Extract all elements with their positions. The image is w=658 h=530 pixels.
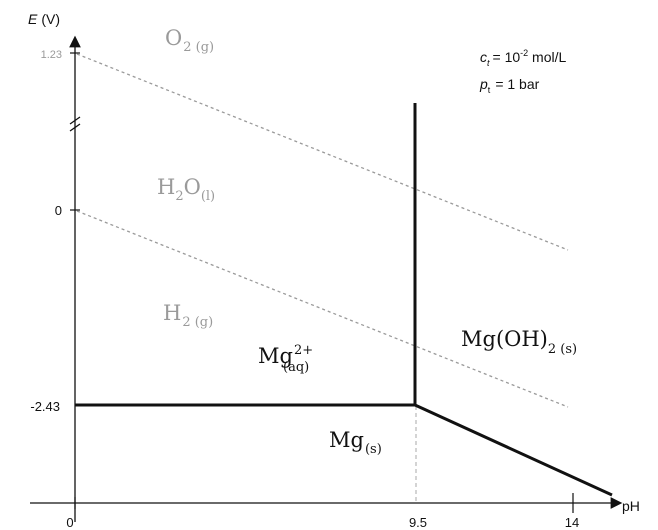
y-tick-0: 0 <box>55 203 62 218</box>
y-tick-1.23: 1.23 <box>41 49 62 61</box>
mg-aqueous-region-label: Mg2+ (aq) <box>258 343 313 375</box>
mg-solid-region-label: Mg(s) <box>329 428 382 457</box>
y-axis-break-mark <box>69 116 81 132</box>
o2-gas-label: O2 (g) <box>165 26 214 55</box>
mg-hydroxide-region-label: Mg(OH)2 (s) <box>461 327 577 357</box>
y-axis-label: E (V) <box>28 11 60 27</box>
o2-h2o-line <box>76 53 569 251</box>
total-concentration-label: ct = 10-2 mol/L <box>480 48 567 68</box>
x-axis-label: pH <box>622 498 640 514</box>
mgoh2-mg-s-boundary <box>414 403 613 497</box>
y-tick-minus-2.43: -2.43 <box>30 399 60 414</box>
h2o-liquid-label: H2O(l) <box>157 175 215 204</box>
x-tick-9.5: 9.5 <box>409 515 427 530</box>
x-tick-14: 14 <box>565 515 579 530</box>
x-tick-0: 0 <box>66 515 73 530</box>
h2o-h2-line <box>76 210 569 408</box>
total-pressure-label: pt = 1 bar <box>479 76 540 95</box>
h2-gas-label: H2 (g) <box>163 301 213 330</box>
